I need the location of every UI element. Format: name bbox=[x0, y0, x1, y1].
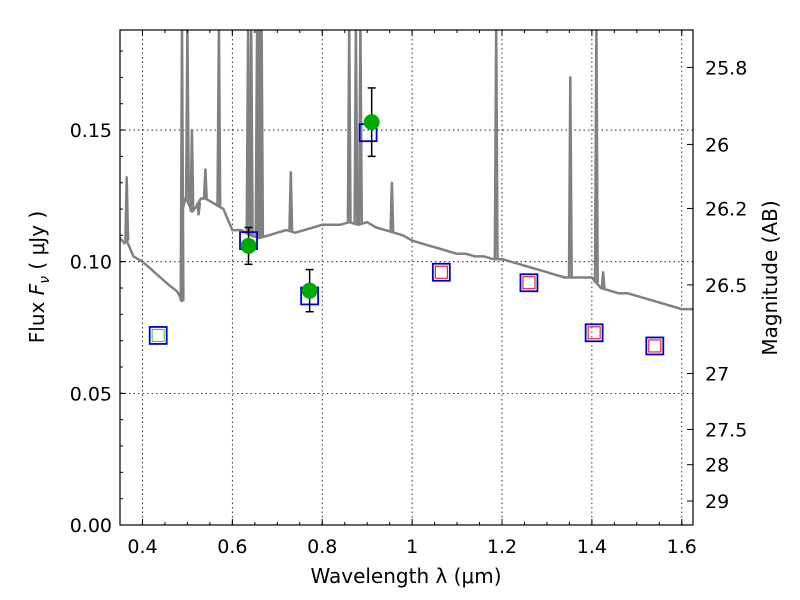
emission-line-spike bbox=[593, 30, 599, 283]
emission-line-spike bbox=[600, 270, 606, 289]
plot-frame bbox=[119, 29, 694, 526]
y-axis-label-unit-rest: Jy ) bbox=[25, 211, 49, 245]
emission-line-spike bbox=[353, 30, 359, 225]
y-tick-label: 0.00 bbox=[70, 515, 112, 537]
model-band-inner-square bbox=[648, 339, 662, 353]
emission-line-spike bbox=[288, 170, 294, 232]
model-band-square bbox=[584, 323, 604, 343]
x-tick-label: 0.8 bbox=[307, 536, 337, 558]
ticks: 0.4 0.6 0.8 1 1.2 1.4 1.6 0.00 0.05 0.10 0.15 25.8 2… bbox=[70, 30, 747, 558]
y-axis-label-prefix: Flux bbox=[25, 295, 49, 343]
y2-tick-label: 29 bbox=[705, 491, 729, 513]
model-band-inner-square bbox=[522, 276, 536, 290]
model-band-square bbox=[431, 262, 451, 282]
emission-line-spike bbox=[196, 202, 202, 216]
emission-line-spike bbox=[357, 30, 364, 225]
observed-point bbox=[240, 237, 257, 254]
model-band-square bbox=[519, 273, 539, 293]
observed-point bbox=[301, 282, 318, 299]
emission-line-spike bbox=[346, 30, 352, 223]
y2-tick-label: 26.5 bbox=[705, 275, 747, 297]
x-tick-label: 1.6 bbox=[667, 536, 697, 558]
series-layer bbox=[120, 30, 693, 356]
x-tick-label: 0.4 bbox=[127, 536, 157, 558]
emission-line-spike bbox=[493, 30, 499, 260]
emission-line-spike bbox=[202, 168, 208, 199]
y-axis-label-subscript: ν bbox=[37, 276, 53, 284]
emission-line-spike bbox=[248, 30, 254, 236]
model-band-square bbox=[148, 326, 168, 345]
model-band-inner-square bbox=[434, 265, 448, 279]
emission-line-spike bbox=[179, 30, 185, 302]
y2-tick-label: 28 bbox=[705, 455, 729, 477]
y-axis-label-unit-open: ( μ bbox=[25, 242, 49, 276]
y2-tick-label: 25.8 bbox=[705, 57, 747, 79]
observed-point bbox=[363, 114, 380, 131]
y2-tick-label: 26 bbox=[705, 134, 729, 156]
emission-line-spike bbox=[245, 30, 251, 235]
emission-line-spike bbox=[124, 176, 130, 241]
y2-tick-label: 27.5 bbox=[705, 419, 747, 441]
y-axis-label: Flux Fν ( μJy ) bbox=[25, 211, 53, 343]
grid bbox=[120, 30, 693, 525]
model-band-square bbox=[645, 336, 665, 356]
x-tick-label: 1.4 bbox=[577, 536, 607, 558]
model-band-inner-square bbox=[587, 326, 601, 340]
emission-line-spike bbox=[258, 30, 265, 238]
emission-line-spike bbox=[567, 76, 573, 278]
emission-line-spike bbox=[216, 30, 222, 207]
x-axis-label: Wavelength λ (μm) bbox=[310, 564, 501, 588]
emission-line-spike bbox=[389, 181, 395, 233]
y-axis-label-symbol: F bbox=[25, 283, 49, 295]
x-tick-label: 0.6 bbox=[217, 536, 247, 558]
model-band-inner-square bbox=[151, 328, 165, 342]
emission-line-spike bbox=[189, 128, 195, 212]
x-tick-label: 1.2 bbox=[487, 536, 517, 558]
y-tick-label: 0.10 bbox=[70, 252, 112, 274]
emission-line-spike bbox=[184, 30, 191, 202]
model-spectrum-line bbox=[120, 197, 693, 311]
x-tick-label: 1 bbox=[406, 536, 418, 558]
y2-axis-label: Magnitude (AB) bbox=[758, 200, 782, 355]
plot-area bbox=[120, 30, 693, 356]
y-tick-label: 0.05 bbox=[70, 383, 112, 405]
y2-tick-label: 26.2 bbox=[705, 198, 747, 220]
y-tick-label: 0.15 bbox=[70, 120, 112, 142]
y2-tick-label: 27 bbox=[705, 363, 729, 385]
